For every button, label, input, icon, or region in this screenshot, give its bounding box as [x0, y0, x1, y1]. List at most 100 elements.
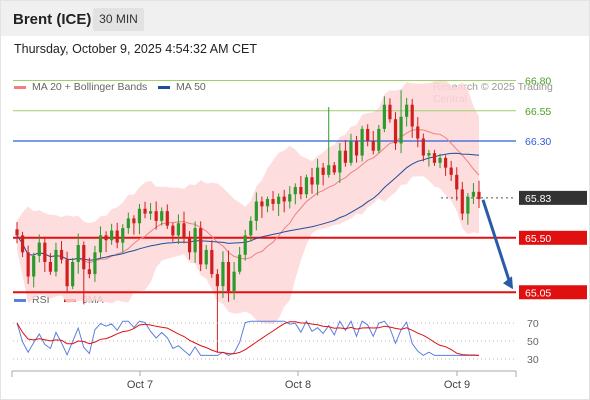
level-label-66.55: 66.55 — [525, 106, 551, 118]
candle-body — [87, 269, 91, 275]
last-price-tag: 65.83 — [525, 193, 551, 205]
level-tags: 66.80 66.55 66.30 65.83 65.50 65.05 — [519, 76, 587, 300]
candle-body — [399, 116, 403, 144]
candle-body — [427, 153, 431, 156]
candle-body — [76, 245, 80, 262]
candle-body — [193, 228, 197, 253]
candle-body — [254, 201, 258, 221]
candle-body — [460, 189, 464, 214]
level-label-66.30: 66.30 — [525, 136, 551, 148]
rsi-panel: 70 50 30 — [13, 318, 539, 366]
ma20-legend-label: MA 20 + Bollinger Bands — [32, 81, 148, 93]
candle-body — [238, 254, 242, 272]
candle-body — [226, 262, 231, 292]
candle-body — [299, 186, 303, 195]
candle-body — [171, 225, 175, 236]
last-price-tag-box — [519, 190, 587, 205]
candle-body — [410, 104, 414, 127]
chart-header: Brent (ICE) 30 MIN — [1, 1, 589, 36]
candle-body — [176, 223, 181, 236]
candle-body — [449, 167, 453, 175]
candle-body — [20, 235, 25, 253]
candle-body — [121, 228, 125, 243]
bollinger-bands — [17, 79, 479, 324]
bollinger-band-fill — [17, 79, 479, 324]
candle-body — [71, 262, 75, 287]
candle-body — [327, 165, 331, 175]
rsi-ma-line — [16, 321, 480, 356]
candle-body — [349, 141, 353, 163]
candle-body — [182, 223, 186, 238]
candle-body — [338, 150, 342, 173]
candle-body — [343, 150, 348, 163]
candle-body — [187, 237, 192, 253]
candle-body — [265, 199, 270, 207]
candle-body — [26, 252, 30, 277]
rsi-level-label-30: 30 — [527, 354, 539, 366]
candle-body — [65, 259, 69, 287]
candle-body — [232, 271, 236, 292]
candle-body — [48, 262, 52, 272]
rsi-level-label-70: 70 — [527, 318, 539, 330]
candle-body — [315, 167, 320, 185]
x-label-Oct-8: Oct 8 — [285, 379, 311, 391]
candle-body — [249, 220, 253, 236]
candle-body — [466, 196, 470, 214]
candle-body — [54, 249, 58, 272]
candle-body — [215, 274, 219, 287]
candle-body — [93, 252, 97, 275]
support-tag-65.05-box — [519, 285, 587, 300]
candle-body — [132, 218, 136, 224]
candle-body — [126, 218, 130, 229]
ma50-swatch — [158, 86, 170, 89]
candle-body — [282, 196, 286, 202]
candles — [15, 90, 481, 353]
support-tag-65.50: 65.50 — [525, 233, 551, 245]
candle-body — [43, 242, 47, 262]
projection-arrow-head — [503, 276, 513, 290]
candle-body — [421, 138, 425, 156]
candle-body — [210, 249, 214, 275]
candle-body — [277, 196, 281, 204]
candle-body — [15, 229, 19, 236]
support-tag-65.05: 65.05 — [525, 287, 551, 299]
projection-arrow-shaft — [481, 199, 512, 284]
candle-body — [354, 141, 359, 156]
ma20-swatch — [14, 86, 26, 89]
candle-body — [388, 104, 392, 120]
candle-body — [288, 194, 292, 202]
timeframe-badge[interactable]: 30 MIN — [93, 8, 144, 31]
instrument-title: Brent (ICE) — [13, 11, 92, 28]
candle-body — [416, 126, 420, 139]
candle-body — [455, 174, 459, 190]
candle-body — [293, 186, 297, 195]
x-label-Oct-7: Oct 7 — [127, 379, 153, 391]
candle-body — [221, 262, 225, 287]
candle-body — [204, 249, 208, 265]
projection-arrow — [481, 199, 513, 290]
candle-body — [37, 242, 41, 256]
ma50-legend-label: MA 50 — [176, 81, 206, 93]
candle-body — [366, 128, 370, 141]
candle-body — [271, 199, 275, 204]
candle-body — [438, 157, 442, 163]
candle-body — [444, 157, 448, 168]
candle-body — [160, 211, 164, 221]
candle-body — [377, 128, 381, 151]
candle-body — [260, 201, 264, 207]
candle-body — [471, 191, 476, 197]
candle-body — [148, 211, 153, 214]
candle-body — [143, 208, 147, 214]
candle-body — [137, 208, 142, 224]
candle-body — [82, 245, 86, 270]
candle-body — [32, 255, 36, 277]
candle-body — [360, 128, 364, 156]
timestamp: Thursday, October 9, 2025 4:54:32 AM CET — [14, 42, 257, 56]
x-label-Oct-9: Oct 9 — [444, 379, 470, 391]
candle-body — [405, 104, 409, 117]
support-tag-65.50-box — [519, 230, 587, 245]
candle-body — [104, 235, 108, 241]
candle-body — [110, 230, 114, 241]
